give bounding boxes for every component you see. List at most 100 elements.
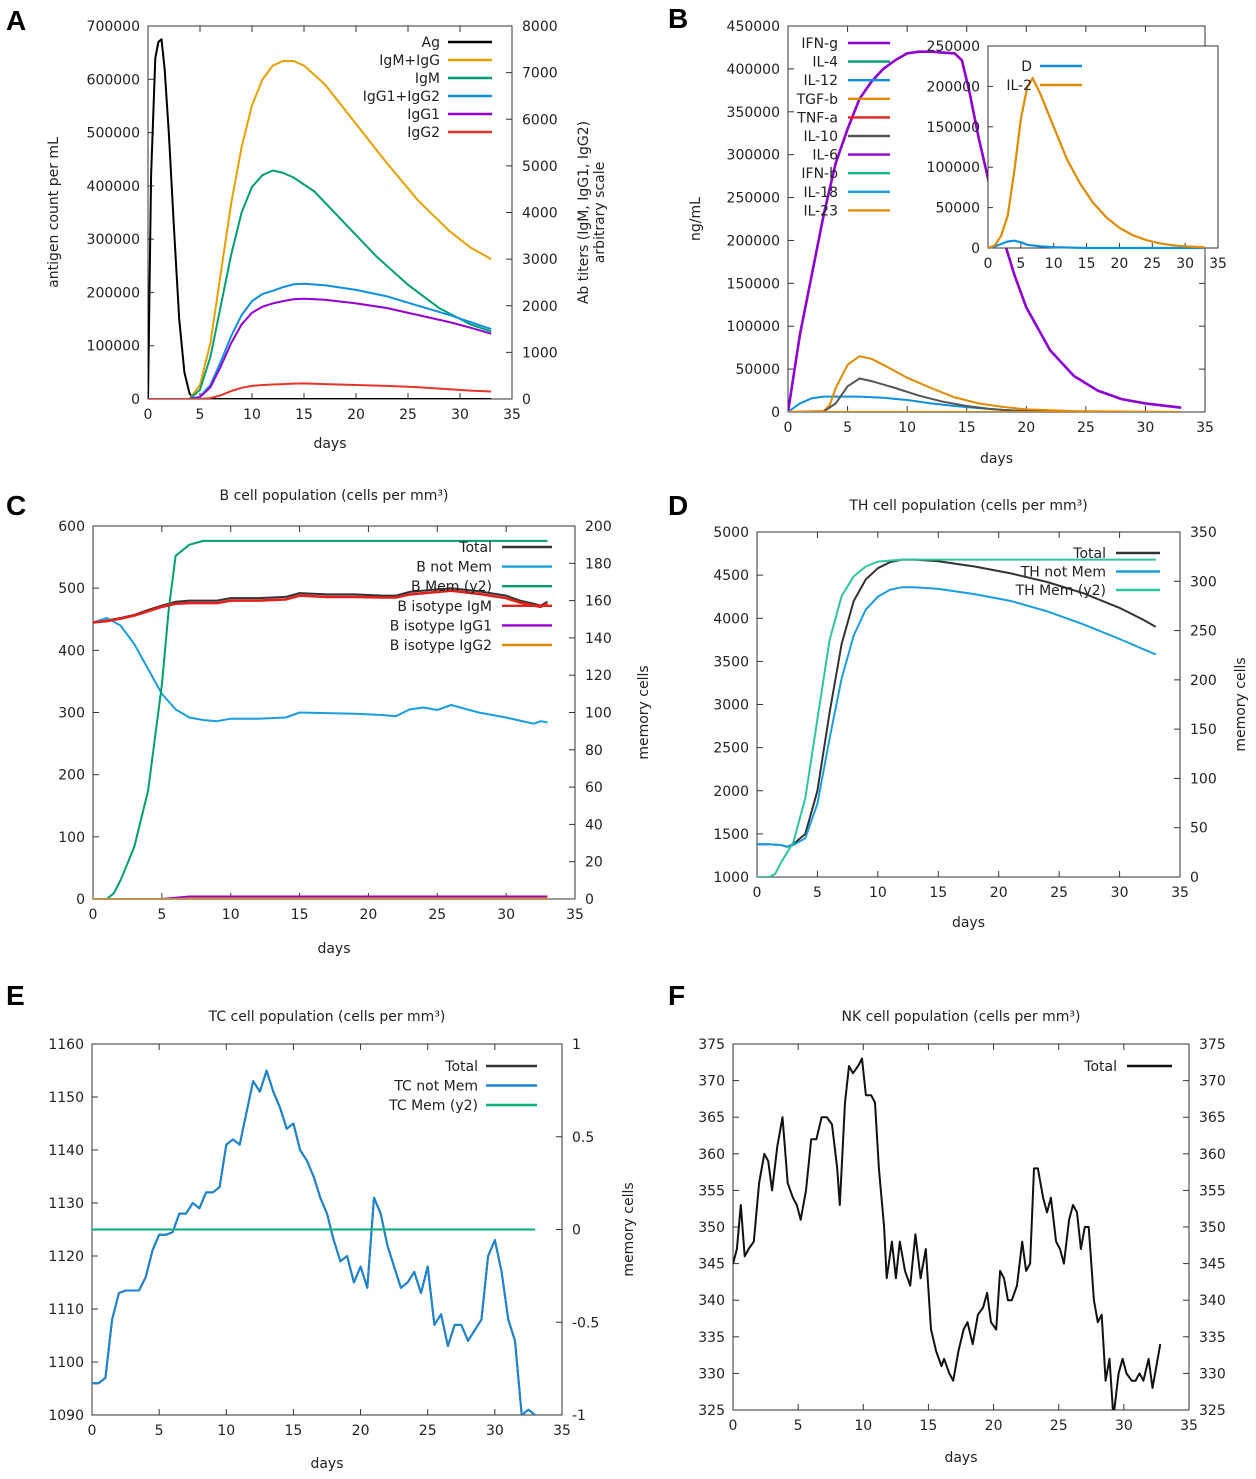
inset-x-tick-label: 35 (1209, 256, 1227, 272)
y-tick-label: 1100 (48, 1355, 84, 1371)
x-tick-label: 5 (794, 1418, 803, 1434)
legend-label: TNF-a (796, 110, 838, 126)
y2-tick-label: 250 (1190, 624, 1217, 640)
legend-label: IL-23 (803, 203, 838, 219)
y2-tick-label: 3000 (522, 252, 558, 268)
y2-tick-label: 20 (585, 855, 603, 871)
inset-x-tick-label: 0 (984, 256, 993, 272)
y-tick-label: 370 (698, 1074, 725, 1090)
x-axis-label: days (944, 1450, 977, 1466)
x-tick-label: 0 (753, 885, 762, 901)
y-tick-label: 4500 (713, 568, 749, 584)
y2-tick-label: 375 (1199, 1037, 1226, 1053)
y2-tick-label: 7000 (522, 66, 558, 82)
series-group (788, 50, 1182, 412)
y2-tick-label: 150 (1190, 722, 1217, 738)
y-tick-label: 360 (698, 1147, 725, 1163)
y2-tick-label: 0 (522, 392, 531, 408)
y-tick-label: 325 (698, 1403, 725, 1419)
y2-axis-label: memory cells (621, 1182, 637, 1276)
series-group (93, 539, 549, 899)
series-line-b-mem-y2- (93, 539, 548, 899)
y-tick-label: 3500 (713, 654, 749, 670)
x-tick-label: 25 (428, 907, 446, 923)
x-tick-label: 30 (497, 907, 515, 923)
y2-tick-label: 160 (585, 594, 612, 610)
y2-axis-label-line: arbitrary scale (592, 162, 608, 264)
y-tick-label: 0 (76, 892, 85, 908)
x-tick-label: 5 (813, 885, 822, 901)
legend-label: B isotype IgG2 (390, 638, 492, 654)
x-tick-label: 15 (285, 1423, 303, 1439)
x-tick-label: 25 (419, 1423, 437, 1439)
legend-label: IFN-b (801, 166, 838, 182)
y2-tick-label: 365 (1199, 1110, 1226, 1126)
series-line-b-isotype-igg2 (93, 897, 548, 899)
x-tick-label: 0 (89, 907, 98, 923)
inset-y-tick-label: 150000 (927, 120, 980, 136)
x-tick-label: 25 (399, 407, 417, 423)
y-tick-label: 500000 (87, 126, 140, 142)
legend-label: TGF-b (796, 92, 839, 108)
legend-label: IL-4 (812, 55, 838, 71)
x-tick-label: 35 (1171, 885, 1189, 901)
inset-x-tick-label: 30 (1176, 256, 1194, 272)
y-tick-label: 400 (58, 643, 85, 659)
y-tick-label: 200000 (727, 233, 780, 249)
inset-legend-label: D (1021, 59, 1032, 75)
y2-tick-label: 340 (1199, 1293, 1226, 1309)
legend-label: TC not Mem (393, 1079, 478, 1095)
series-line-igm (148, 169, 492, 399)
x-tick-label: 20 (1017, 420, 1035, 436)
series-group (148, 38, 492, 399)
legend-label: TC Mem (y2) (388, 1098, 478, 1114)
y-tick-label: 4000 (713, 611, 749, 627)
inset-frame (987, 45, 1219, 249)
inset-y-tick-label: 200000 (927, 79, 980, 95)
y-tick-label: 400000 (727, 62, 780, 78)
panel-b: B 0 5 10 15 20 25 30 35 0 50000 100000 150000 200000 2… (668, 3, 1227, 467)
legend-label: B not Mem (416, 560, 492, 576)
y2-tick-label: 80 (585, 743, 603, 759)
legend: IFN-g IL-4 IL-12 TGF-b TNF-a IL-10 IL-6 IFN-b IL… (796, 36, 890, 219)
legend-label: TH not Mem (1020, 565, 1106, 581)
y-tick-label: 100 (58, 830, 85, 846)
y2-tick-label: 350 (1199, 1220, 1226, 1236)
y-tick-label: 0 (771, 405, 780, 421)
y2-tick-label: 6000 (522, 112, 558, 128)
chart-title: NK cell population (cells per mm³) (842, 1009, 1081, 1025)
y-tick-label: 335 (698, 1330, 725, 1346)
legend-label: IFN-g (801, 36, 838, 52)
x-tick-label: 20 (990, 885, 1008, 901)
panel-letter: C (6, 490, 26, 521)
x-tick-label: 30 (1111, 885, 1129, 901)
y2-tick-label: -1 (572, 1408, 586, 1424)
y-tick-label: 700000 (87, 19, 140, 35)
y-tick-label: 1160 (48, 1037, 84, 1053)
legend: Total TC not Mem TC Mem (y2) (388, 1059, 537, 1114)
legend-label: TH Mem (y2) (1015, 583, 1106, 599)
x-tick-label: 15 (295, 407, 313, 423)
panel-c: C B cell population (cells per mm³) 0 5 10 15… (6, 488, 652, 957)
x-tick-label: 25 (1050, 1418, 1068, 1434)
series-line-total (92, 1069, 536, 1415)
y2-tick-label: 370 (1199, 1074, 1226, 1090)
legend-label: IL-12 (803, 73, 838, 89)
y2-tick-label: 355 (1199, 1183, 1226, 1199)
y-tick-label: 400000 (87, 179, 140, 195)
panel-f: F NK cell population (cells per mm³) 0 5 10 1… (668, 980, 1226, 1466)
inset-x-tick-label: 15 (1078, 256, 1096, 272)
y-tick-label: 300000 (727, 148, 780, 164)
y2-tick-label: 330 (1199, 1366, 1226, 1382)
x-tick-label: 30 (1115, 1418, 1133, 1434)
legend-label: Total (458, 540, 492, 556)
x-tick-label: 25 (1077, 420, 1095, 436)
y2-axis-label: memory cells (636, 665, 652, 759)
y2-tick-label: 300 (1190, 574, 1217, 590)
x-tick-label: 0 (88, 1423, 97, 1439)
series-line-b-isotype-igm (93, 589, 549, 624)
legend-label: B Mem (y2) (411, 579, 492, 595)
series-line-b-not-mem (93, 617, 548, 725)
x-tick-label: 15 (958, 420, 976, 436)
